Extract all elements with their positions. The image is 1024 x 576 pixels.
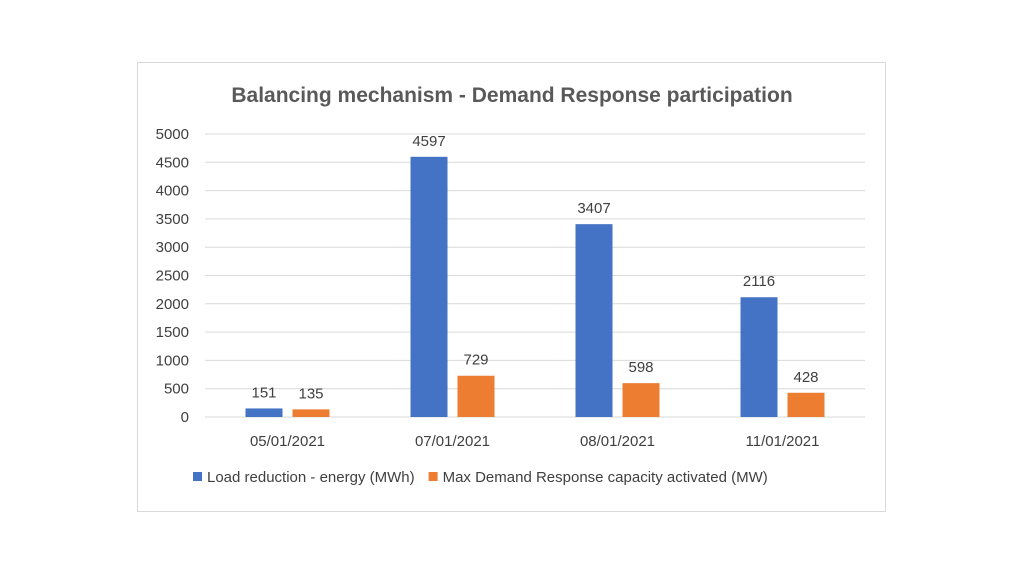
data-label: 135: [298, 385, 323, 402]
y-tick-label: 500: [164, 381, 189, 398]
bar: [457, 375, 495, 417]
y-tick-label: 3000: [156, 239, 189, 256]
legend-label: Max Demand Response capacity activated (…: [443, 469, 768, 486]
data-label: 3407: [577, 200, 610, 217]
legend: Load reduction - energy (MWh) Max Demand …: [193, 469, 768, 486]
bars: 151 135 4597 729 3407 598 2116 428: [245, 133, 825, 417]
legend-label: Load reduction - energy (MWh): [207, 469, 415, 486]
bar: [740, 297, 778, 417]
bar: [245, 408, 283, 417]
y-tick-label: 1500: [156, 324, 189, 341]
y-tick-label: 1000: [156, 352, 189, 369]
y-tick-label: 0: [181, 409, 189, 426]
legend-swatch: [428, 472, 438, 481]
x-tick-label: 11/01/2021: [746, 433, 820, 450]
data-label: 2116: [743, 273, 775, 290]
x-tick-label: 08/01/2021: [580, 433, 655, 450]
data-label: 729: [463, 352, 488, 369]
chart-title: Balancing mechanism - Demand Response pa…: [231, 84, 792, 107]
data-label: 4597: [412, 133, 445, 150]
bar: [622, 383, 660, 417]
y-tick-label: 4500: [156, 154, 189, 171]
y-tick-label: 4000: [156, 183, 189, 200]
data-label: 598: [628, 359, 653, 376]
bar: [787, 392, 825, 417]
y-tick-label: 5000: [156, 126, 189, 143]
data-label: 428: [793, 369, 818, 386]
y-tick-label: 2000: [156, 296, 189, 313]
y-axis: 0 500 1000 1500 2000 2500 3000 3500 4000 4500 5000: [156, 126, 189, 426]
x-tick-label: 05/01/2021: [250, 433, 325, 450]
data-label: 151: [251, 384, 276, 401]
x-tick-label: 07/01/2021: [415, 433, 490, 450]
bar: [575, 224, 613, 417]
bar: [292, 409, 330, 417]
chart-frame: [137, 62, 886, 512]
y-tick-label: 2500: [156, 268, 189, 285]
x-axis: 05/01/2021 07/01/2021 08/01/2021 11/01/2021: [250, 433, 820, 450]
y-tick-label: 3500: [156, 211, 189, 228]
legend-swatch: [193, 472, 202, 481]
bar: [410, 156, 448, 417]
